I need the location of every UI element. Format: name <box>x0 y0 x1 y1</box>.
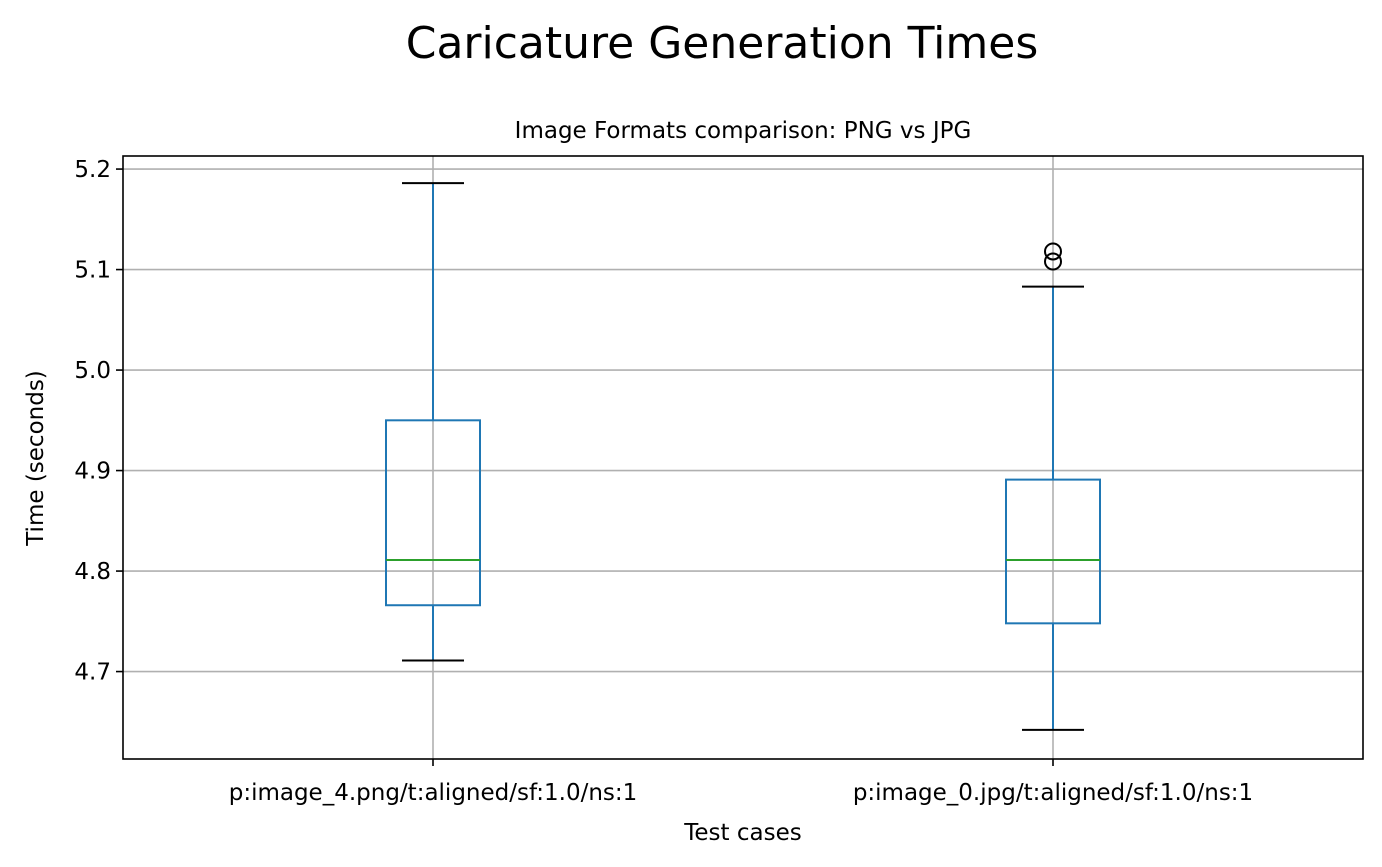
chart-title: Caricature Generation Times <box>406 18 1039 69</box>
x-tick-label: p:image_0.jpg/t:aligned/sf:1.0/ns:1 <box>853 780 1253 806</box>
y-tick-label: 4.8 <box>74 559 111 585</box>
iqr-box <box>1005 478 1101 625</box>
x-axis: p:image_4.png/t:aligned/sf:1.0/ns:1 p:ima… <box>229 759 1253 806</box>
box-plots <box>385 182 1101 731</box>
outlier-point <box>1044 242 1062 261</box>
y-tick-label: 5.0 <box>74 358 111 384</box>
y-tick-label: 4.7 <box>74 660 111 686</box>
box-group <box>1005 242 1101 731</box>
x-tick-label: p:image_4.png/t:aligned/sf:1.0/ns:1 <box>229 780 638 806</box>
y-tick-label: 5.1 <box>74 258 111 284</box>
y-tick-label: 4.9 <box>74 459 111 485</box>
grid-lines <box>123 156 1363 759</box>
iqr-box <box>385 419 481 607</box>
plot-frame <box>122 155 1364 760</box>
x-axis-label: Test cases <box>683 820 801 846</box>
box-group <box>385 182 481 662</box>
chart-subtitle: Image Formats comparison: PNG vs JPG <box>515 118 972 144</box>
y-axis-label: Time (seconds) <box>23 370 49 547</box>
y-axis: 4.7 4.8 4.9 5.0 5.1 5.2 <box>74 157 123 686</box>
y-tick-label: 5.2 <box>74 157 111 183</box>
outlier-point <box>1044 252 1062 271</box>
